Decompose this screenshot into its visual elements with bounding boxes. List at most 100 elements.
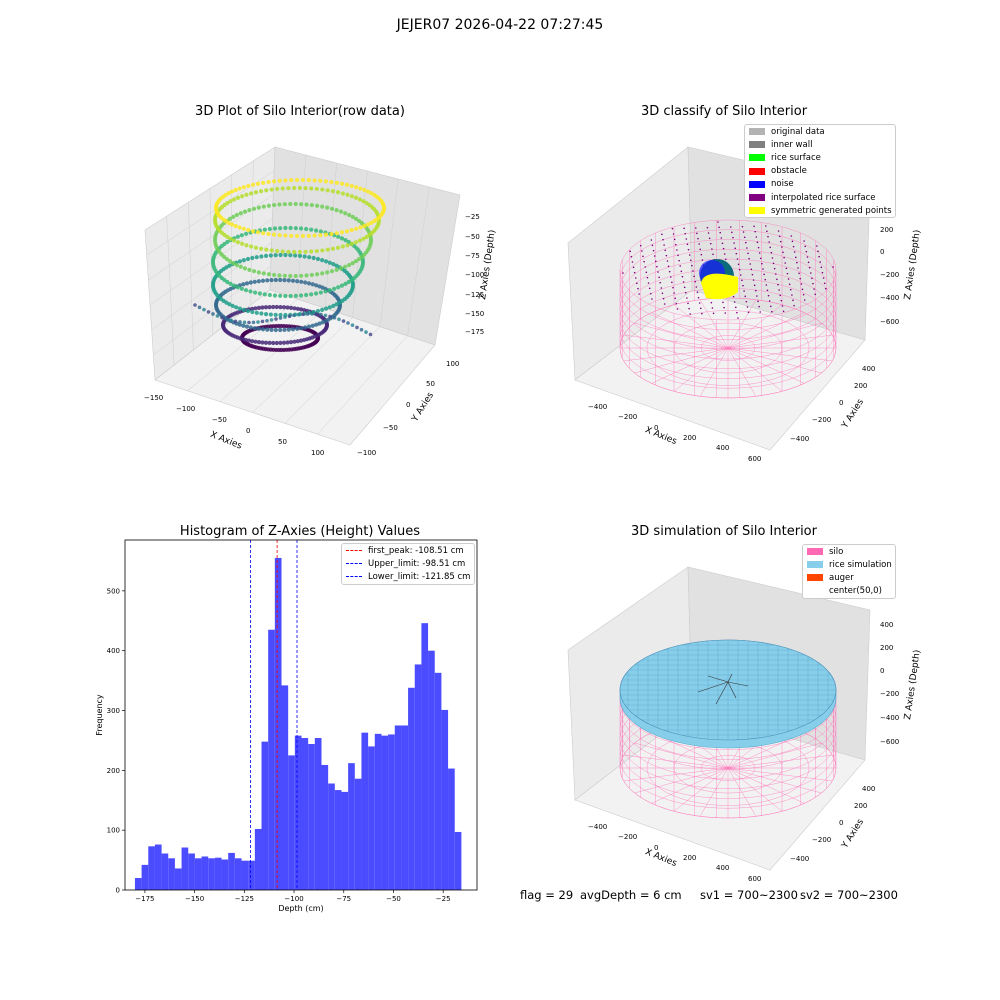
scatter-point [265,318,269,323]
scatter-point [313,228,319,233]
x-tick-label: −175 [135,895,154,903]
interpolated-point [644,266,647,268]
panel2-legend: original data inner wall rice surface ob… [744,124,896,219]
scatter-point [256,205,261,210]
scatter-point [261,231,266,236]
p2-xtick: −200 [618,413,637,421]
interpolated-point [697,296,700,299]
scatter-point [253,290,258,295]
scatter-point [304,202,309,207]
scatter-point [303,325,308,330]
interpolated-point [658,276,660,279]
interpolated-point [630,255,633,258]
interpolated-point [674,243,677,246]
sv2-text: sv2 = 700~2300 [800,888,898,902]
p1-ztick: −75 [465,252,480,260]
histogram-bar [441,709,449,890]
scatter-point [256,320,260,324]
interpolated-point [696,232,698,235]
p2-xtick: −400 [588,403,607,411]
scatter-point [231,214,236,219]
p4-ztick: −200 [880,690,899,698]
scatter-point [343,238,348,243]
scatter-point [318,229,323,234]
interpolated-point [805,250,808,253]
scatter-point [335,190,341,195]
scatter-point [283,293,288,299]
legend-swatch [807,548,823,556]
scatter-point [234,305,239,310]
legend-item: rice simulation [803,558,895,571]
scatter-point [278,293,283,298]
scatter-point [248,289,253,294]
scatter-point [202,307,206,312]
scatter-point [283,178,288,183]
scatter-point [244,243,249,248]
scatter-point [349,227,354,233]
panel2-y-ticks: −400 −200 0 200 400 [790,365,875,443]
interpolated-point [661,292,664,295]
interpolated-point [756,295,758,297]
scatter-point [310,312,314,316]
interpolated-point [711,248,713,250]
scatter-point [259,311,264,316]
panel2-3d-plot: X Axies Y Axies Z Axies (Depth) −400 −20… [567,146,923,463]
legend-item: interpolated rice surface [745,191,895,204]
histogram-bar [454,831,462,890]
scatter-point [254,255,259,260]
scatter-point [358,186,363,191]
scatter-point [334,208,339,213]
p1-ytick: −100 [357,449,376,457]
interpolated-point [736,258,739,260]
scatter-point [347,212,352,218]
interpolated-point [743,236,746,239]
interpolated-point [789,288,792,291]
scatter-point [273,253,278,258]
interpolated-point [731,231,733,234]
histogram-bar [248,860,255,890]
scatter-point [303,280,308,285]
scatter-point [245,256,251,262]
scatter-point [314,248,319,254]
interpolated-point [653,255,656,257]
legend-line [346,563,362,565]
p1-ytick: 50 [426,380,435,388]
scatter-point [250,309,255,315]
interpolated-point [748,257,750,260]
scatter-point [290,278,296,283]
interpolated-point [651,244,654,247]
histogram-bar [434,672,442,890]
scatter-point [274,304,279,310]
scatter-point [275,248,280,254]
silo-floor-spoke [623,334,833,362]
scatter-point [300,233,306,239]
scatter-point [318,290,323,295]
scatter-point [323,259,329,264]
scatter-point [320,307,325,312]
interpolated-point [758,252,761,254]
scatter-point [303,249,308,254]
interpolated-point [724,258,727,261]
histogram-bar [334,790,342,890]
interpolated-point [817,250,819,253]
scatter-point [259,254,264,259]
interpolated-point [696,291,699,294]
legend-label: interpolated rice surface [771,192,876,203]
scatter-point [240,194,245,199]
scatter-point [226,191,231,196]
scatter-point [317,321,322,326]
interpolated-point [769,305,772,308]
interpolated-point [684,291,687,294]
flag-text: flag = 29 [520,888,574,902]
scatter-point [235,195,241,200]
scatter-point [244,281,250,286]
scatter-point [235,240,241,245]
interpolated-point [747,252,749,255]
scatter-point [354,259,359,264]
interpolated-point [783,256,785,259]
p1-ztick: −50 [465,233,480,241]
p4-ztick: 0 [880,667,884,675]
interpolated-point [654,260,657,263]
scatter-point [278,316,283,320]
scatter-point [283,225,288,231]
